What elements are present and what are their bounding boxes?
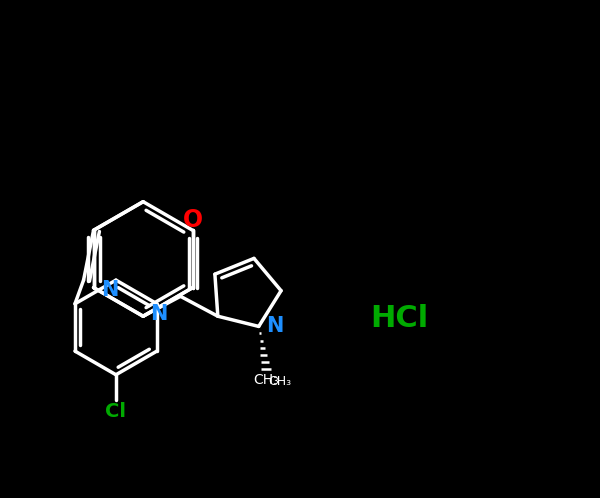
Text: N: N — [151, 304, 168, 324]
Text: CH₃: CH₃ — [253, 373, 279, 387]
Text: N: N — [266, 316, 284, 337]
Text: N: N — [101, 280, 118, 300]
Text: O: O — [182, 208, 203, 232]
Text: Cl: Cl — [106, 402, 127, 421]
Text: CH₃: CH₃ — [269, 374, 292, 388]
Text: HCl: HCl — [370, 304, 429, 333]
